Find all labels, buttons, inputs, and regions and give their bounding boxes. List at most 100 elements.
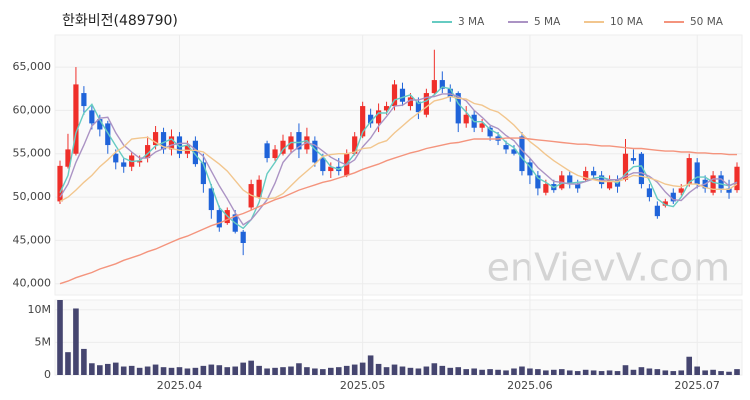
volume-bar — [391, 364, 398, 375]
candle-body — [312, 140, 318, 163]
volume-bar — [343, 365, 350, 375]
volume-bar — [304, 367, 310, 375]
volume-bar — [503, 370, 509, 375]
candle-body — [375, 110, 382, 124]
candle-body — [423, 93, 429, 115]
candle-body — [145, 145, 151, 159]
candle-body — [535, 175, 541, 189]
candle-body — [439, 80, 445, 89]
volume-bar — [351, 364, 358, 375]
candle-body — [360, 106, 366, 137]
candle-body — [121, 162, 127, 167]
candle-body — [726, 188, 732, 193]
candle-body — [391, 84, 398, 107]
candle-body — [184, 145, 191, 154]
candle-body — [89, 110, 95, 124]
volume-bar — [176, 367, 183, 375]
candle-body — [280, 140, 286, 154]
volume-bar — [208, 364, 215, 375]
x-tick-label: 2025.04 — [157, 379, 203, 392]
candle-body — [57, 165, 63, 202]
candle-body — [160, 132, 167, 150]
volume-bar — [81, 348, 87, 375]
volume-bar — [128, 365, 135, 375]
candle-body — [646, 188, 652, 198]
ma-line — [59, 86, 738, 230]
volume-bar — [192, 367, 199, 375]
volume-bar — [447, 367, 454, 375]
volume-bar — [57, 300, 63, 375]
volume-bar — [104, 363, 111, 375]
volume-bar — [415, 368, 422, 375]
volume-bar — [144, 366, 151, 375]
candle-body — [567, 175, 573, 185]
candle-body — [463, 114, 469, 124]
candle-body — [583, 171, 589, 180]
candle-body — [543, 184, 549, 193]
x-tick-label: 2025.05 — [340, 379, 386, 392]
candle-body — [487, 127, 493, 137]
volume-bar — [694, 366, 700, 375]
candle-body — [503, 145, 509, 150]
volume-bar — [383, 367, 390, 375]
volume-bar — [622, 365, 629, 375]
volume-bar — [519, 366, 525, 375]
candle-body — [328, 166, 334, 172]
volume-bar — [495, 369, 501, 375]
candle-body — [320, 158, 326, 172]
volume-bar — [296, 363, 302, 375]
candle-body — [264, 143, 270, 159]
volume-bar — [670, 371, 677, 375]
volume-bar — [152, 364, 159, 375]
volume-bar — [455, 367, 462, 375]
candle-body — [352, 136, 358, 154]
volume-bar — [224, 367, 231, 375]
ma-line — [59, 95, 738, 203]
candle-body — [383, 106, 390, 111]
candle-body — [591, 171, 597, 176]
volume-bar — [232, 366, 239, 375]
volume-bar — [280, 367, 286, 375]
candle-body — [511, 149, 517, 154]
volume-bar — [399, 366, 406, 375]
candle-body — [455, 93, 461, 124]
candle-body — [407, 97, 414, 107]
y-tick-label: 60,000 — [13, 103, 52, 116]
candle-body — [734, 166, 740, 191]
candle-body — [527, 162, 533, 176]
candle-body — [368, 114, 374, 124]
candle-body — [168, 136, 175, 150]
volume-bar — [598, 371, 605, 375]
volume-bar — [240, 362, 246, 375]
ma-line — [59, 93, 738, 226]
y-tick-label: 45,000 — [13, 233, 52, 246]
candle-body — [73, 84, 79, 154]
chart-title: 한화비전(489790) — [62, 13, 178, 29]
candle-body — [296, 132, 302, 150]
volume-bar — [535, 369, 541, 375]
volume-bar — [112, 362, 119, 375]
volume-bar — [335, 367, 342, 375]
legend-label: 10 MA — [610, 16, 644, 28]
candle-body — [399, 88, 406, 102]
candle-body — [519, 136, 525, 172]
volume-bar — [407, 367, 414, 375]
volume-bar — [686, 356, 693, 375]
volume-bar — [511, 368, 517, 375]
volume-bar — [216, 365, 223, 375]
volume-bar — [367, 355, 374, 375]
candle-body — [622, 153, 629, 180]
volume-bar — [423, 366, 430, 375]
candle-body — [678, 188, 684, 193]
volume-bar — [184, 368, 191, 375]
volume-bar — [566, 370, 573, 375]
legend-label: 3 MA — [458, 16, 485, 28]
candle-body — [710, 175, 716, 193]
volume-bar — [120, 366, 127, 375]
volume-bar — [312, 368, 318, 375]
legend-label: 50 MA — [690, 16, 724, 28]
volume-bar — [630, 369, 637, 375]
candle-body — [447, 88, 453, 98]
volume-bar — [89, 363, 95, 375]
volume-bar — [551, 369, 557, 375]
